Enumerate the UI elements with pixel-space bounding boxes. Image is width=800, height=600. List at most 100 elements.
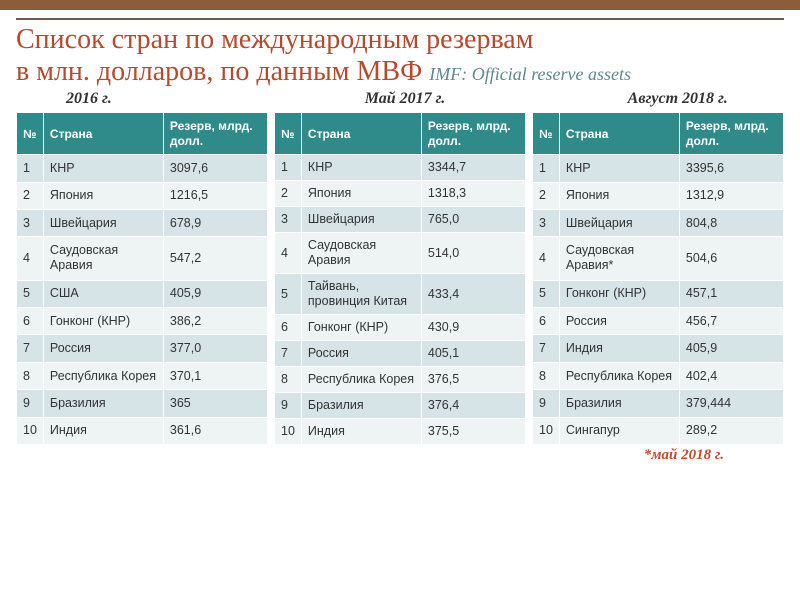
year-row: 2016 г. Май 2017 г. Август 2018 г. <box>16 90 784 108</box>
cell-value: 405,1 <box>421 341 525 367</box>
table-row: 1КНР3395,6 <box>533 155 784 182</box>
cell-value: 386,2 <box>163 308 267 335</box>
table-row: 10 Сингапур289,2 <box>533 417 784 445</box>
cell-value: 547,2 <box>163 237 267 280</box>
table-row: 2Япония1216,5 <box>17 182 268 209</box>
cell-rank: 2 <box>533 182 560 209</box>
cell-rank: 2 <box>275 181 302 207</box>
tables-container: №СтранаРезерв, млрд. долл.1КНР3097,62Япо… <box>16 112 784 445</box>
col-reserve: Резерв, млрд. долл. <box>679 113 783 155</box>
cell-country: Гонконг (КНР) <box>43 308 163 335</box>
cell-value: 377,0 <box>163 335 267 362</box>
table-row: 9 Бразилия365 <box>17 390 268 417</box>
cell-value: 1216,5 <box>163 182 267 209</box>
table-row: 5США405,9 <box>17 280 268 307</box>
cell-country: Индия <box>43 417 163 445</box>
slide: Список стран по международным резервам в… <box>0 0 800 600</box>
cell-country: Республика Корея <box>301 367 421 393</box>
cell-country: Гонконг (КНР) <box>559 280 679 307</box>
table-2016: №СтранаРезерв, млрд. долл.1КНР3097,62Япо… <box>16 112 268 445</box>
cell-rank: 6 <box>533 308 560 335</box>
cell-country: Россия <box>559 308 679 335</box>
cell-rank: 10 <box>17 417 44 445</box>
cell-country: Япония <box>559 182 679 209</box>
source-label: IMF: Official reserve assets <box>429 64 631 84</box>
cell-country: Россия <box>43 335 163 362</box>
title-rule <box>16 18 784 20</box>
cell-country: Сингапур <box>559 417 679 445</box>
cell-value: 678,9 <box>163 209 267 236</box>
table-row: 1КНР3097,6 <box>17 155 268 182</box>
table-row: 9 Бразилия376,4 <box>275 393 526 419</box>
cell-country: Саудовская Аравия <box>43 237 163 280</box>
cell-country: Бразилия <box>559 390 679 417</box>
cell-rank: 7 <box>533 335 560 362</box>
table-row: 6 Гонконг (КНР)430,9 <box>275 315 526 341</box>
cell-rank: 8 <box>17 362 44 389</box>
cell-value: 3395,6 <box>679 155 783 182</box>
cell-rank: 1 <box>275 155 302 181</box>
cell-rank: 4 <box>533 237 560 280</box>
year-label-2018: Август 2018 г. <box>511 90 784 108</box>
cell-value: 457,1 <box>679 280 783 307</box>
col-n: № <box>533 113 560 155</box>
table-row: 1КНР3344,7 <box>275 155 526 181</box>
cell-rank: 6 <box>275 315 302 341</box>
table-row: 8 Республика Корея402,4 <box>533 362 784 389</box>
cell-rank: 10 <box>533 417 560 445</box>
cell-rank: 4 <box>17 237 44 280</box>
cell-rank: 4 <box>275 233 302 274</box>
table-row: 9 Бразилия379,444 <box>533 390 784 417</box>
footnote: *май 2018 г. <box>16 447 784 464</box>
cell-country: КНР <box>559 155 679 182</box>
cell-value: 3097,6 <box>163 155 267 182</box>
cell-country: Швейцария <box>301 207 421 233</box>
cell-value: 405,9 <box>163 280 267 307</box>
table-row: 3Швейцария678,9 <box>17 209 268 236</box>
cell-rank: 5 <box>533 280 560 307</box>
cell-rank: 7 <box>17 335 44 362</box>
col-reserve: Резерв, млрд. долл. <box>421 113 525 155</box>
table-row: 7Россия377,0 <box>17 335 268 362</box>
table-row: 6 Россия456,7 <box>533 308 784 335</box>
cell-rank: 10 <box>275 419 302 445</box>
cell-value: 405,9 <box>679 335 783 362</box>
cell-value: 365 <box>163 390 267 417</box>
cell-value: 402,4 <box>679 362 783 389</box>
table-row: 7 Индия405,9 <box>533 335 784 362</box>
cell-rank: 8 <box>533 362 560 389</box>
cell-value: 375,5 <box>421 419 525 445</box>
cell-rank: 8 <box>275 367 302 393</box>
cell-country: Индия <box>301 419 421 445</box>
table-2018: №СтранаРезерв, млрд. долл.1КНР3395,62Япо… <box>532 112 784 445</box>
table-row: 3Швейцария765,0 <box>275 207 526 233</box>
cell-country: Республика Корея <box>43 362 163 389</box>
cell-country: Республика Корея <box>559 362 679 389</box>
cell-country: Швейцария <box>43 209 163 236</box>
cell-rank: 1 <box>533 155 560 182</box>
col-reserve: Резерв, млрд. долл. <box>163 113 267 155</box>
cell-value: 1318,3 <box>421 181 525 207</box>
table-row: 2Япония1312,9 <box>533 182 784 209</box>
cell-country: Саудовская Аравия <box>301 233 421 274</box>
table-row: 5Тайвань, провинция Китая433,4 <box>275 274 526 315</box>
cell-country: Бразилия <box>301 393 421 419</box>
cell-country: Саудовская Аравия* <box>559 237 679 280</box>
cell-value: 376,4 <box>421 393 525 419</box>
cell-country: Швейцария <box>559 209 679 236</box>
year-label-2017: Май 2017 г. <box>279 90 512 108</box>
table-row: 10Индия361,6 <box>17 417 268 445</box>
col-country: Страна <box>43 113 163 155</box>
cell-value: 504,6 <box>679 237 783 280</box>
cell-country: Бразилия <box>43 390 163 417</box>
cell-rank: 5 <box>17 280 44 307</box>
cell-value: 289,2 <box>679 417 783 445</box>
cell-rank: 3 <box>275 207 302 233</box>
cell-country: Россия <box>301 341 421 367</box>
table-row: 7 Россия405,1 <box>275 341 526 367</box>
table-row: 8 Республика Корея376,5 <box>275 367 526 393</box>
cell-rank: 1 <box>17 155 44 182</box>
year-label-2016: 2016 г. <box>16 90 279 108</box>
cell-country: Индия <box>559 335 679 362</box>
table-row: 4 Саудовская Аравия*504,6 <box>533 237 784 280</box>
